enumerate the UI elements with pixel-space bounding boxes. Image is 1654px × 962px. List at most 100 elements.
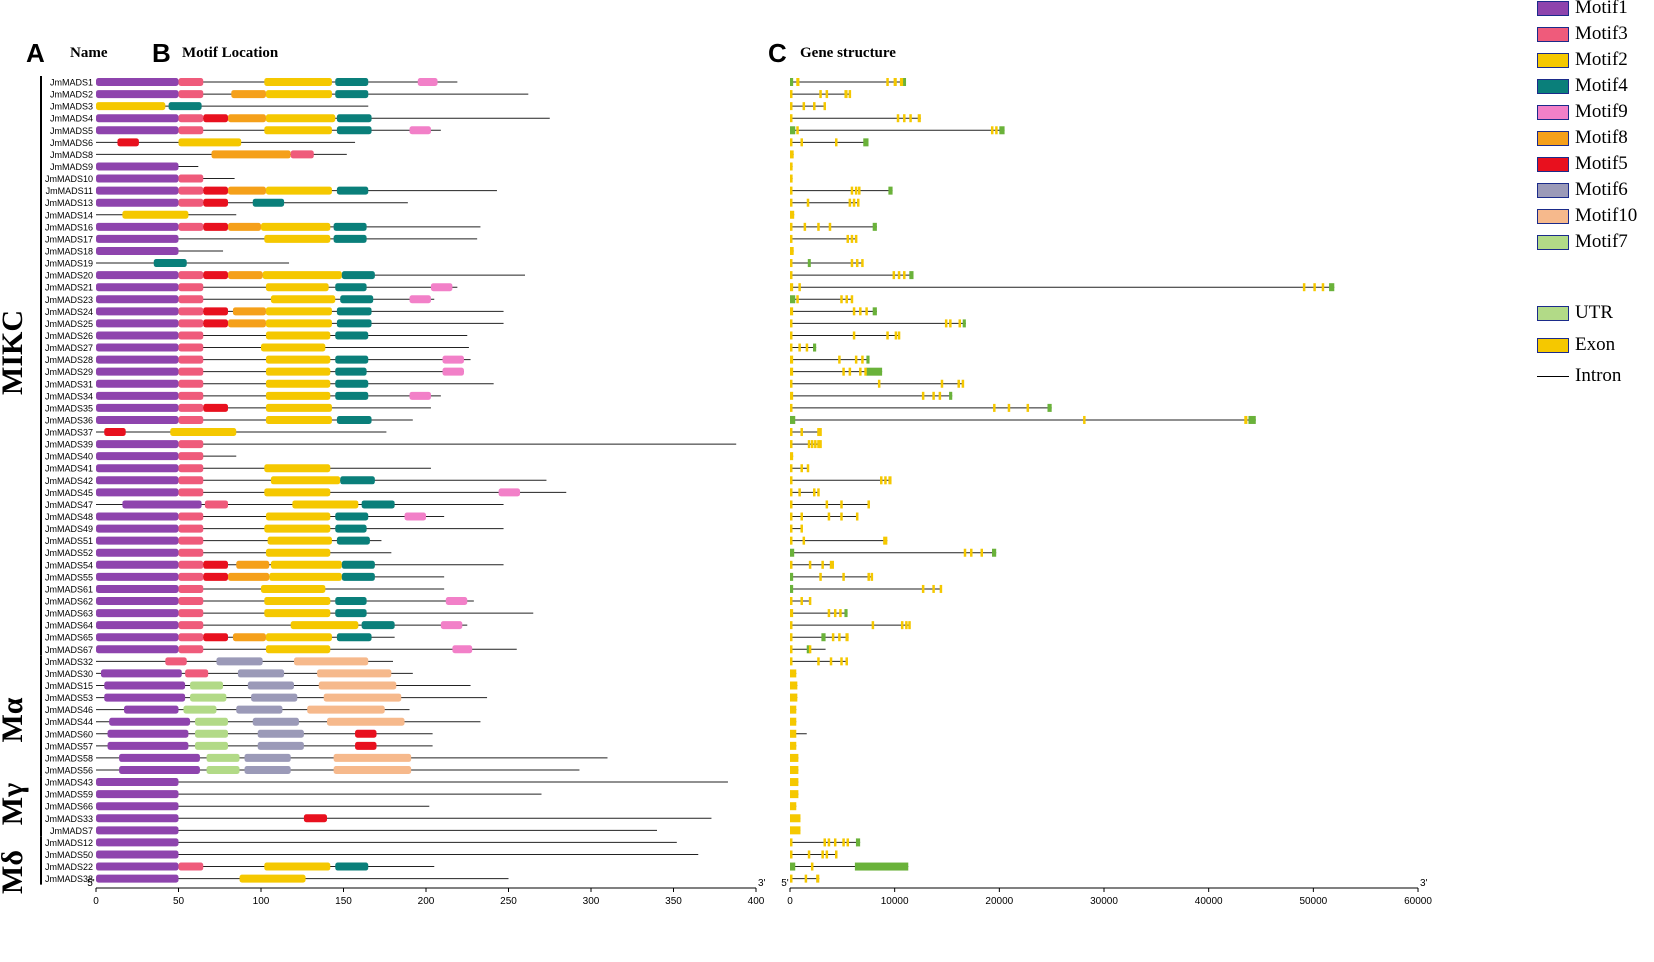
exon-box [790, 681, 798, 690]
gene-name-label: JmMADS35 [45, 403, 93, 413]
exon-box [790, 669, 797, 678]
motif1-box [104, 681, 186, 690]
exon-box [802, 536, 806, 545]
exon-box [790, 524, 793, 533]
motif3-box [178, 319, 204, 328]
gene-row [790, 790, 799, 799]
panel-a-letter: A [26, 38, 45, 68]
motif3-box [178, 597, 204, 606]
exon-box [790, 778, 799, 787]
exon-box [900, 621, 904, 630]
exon-box [990, 126, 994, 135]
exon-box [790, 476, 793, 485]
gene-row [790, 814, 801, 823]
exon-box [838, 355, 841, 364]
exon-box [800, 512, 803, 521]
motif3-box [178, 331, 204, 340]
gene-row [790, 621, 911, 630]
exon-box [970, 548, 973, 557]
motif5-box [203, 572, 228, 581]
exon-box [790, 319, 793, 328]
legend-swatch [1537, 52, 1569, 68]
motif-row [96, 355, 471, 364]
legend-swatch [1537, 104, 1569, 120]
motif-axis-tick-label: 100 [253, 896, 270, 907]
motif-row [96, 428, 387, 437]
motif6-box [236, 705, 283, 714]
motif2-box [261, 222, 331, 231]
motif-row [96, 307, 504, 316]
motif2-box [265, 283, 329, 292]
motif4-box [333, 222, 367, 231]
motif3-box [178, 609, 204, 618]
exon-box [827, 512, 831, 521]
motif4-box [336, 114, 372, 123]
legend-item-motif7: Motif7 [1537, 231, 1628, 253]
exon-box [790, 452, 794, 461]
exon-box [816, 874, 820, 883]
panel-b-letter: B [152, 38, 171, 68]
motif6-box [257, 741, 304, 750]
exon-box [806, 464, 810, 473]
legend-label: Motif8 [1575, 127, 1628, 148]
motif2-box [264, 524, 331, 533]
gene-name-label: JmMADS44 [45, 717, 93, 727]
gene-name-label: JmMADS20 [45, 271, 93, 281]
motif8-box [228, 114, 266, 123]
utr-box [866, 367, 883, 376]
legend-label: Motif3 [1575, 23, 1628, 44]
exon-box [897, 271, 901, 280]
motif7-box [183, 705, 217, 714]
motif4-box [335, 379, 369, 388]
motif-row [96, 234, 478, 243]
exon-box [803, 222, 807, 231]
motif3-box [178, 391, 204, 400]
gene-name-label: JmMADS14 [45, 210, 93, 220]
motif1-box [96, 790, 179, 799]
gene-name-label: JmMADS34 [45, 391, 93, 401]
legend-label: Exon [1575, 334, 1616, 355]
legend-swatch [1537, 305, 1569, 321]
motif1-box [96, 862, 179, 871]
motif3-box [178, 464, 204, 473]
motif1-box [96, 536, 179, 545]
exon-box [790, 114, 793, 123]
motif-row [96, 741, 433, 750]
motif1-box [96, 609, 179, 618]
motif-row [96, 826, 657, 835]
motif-row [96, 681, 471, 690]
exon-box [790, 874, 793, 883]
gene-name-label: JmMADS58 [45, 753, 93, 763]
gene-row [790, 319, 966, 328]
exon-box [852, 198, 856, 207]
motif9-box [404, 512, 426, 521]
exon-box [807, 850, 811, 859]
motif-row [96, 669, 413, 678]
motif4-box [335, 512, 369, 521]
gene-name-label: JmMADS18 [45, 246, 93, 256]
exon-box [790, 102, 793, 111]
motif1-box [96, 621, 179, 630]
motif5-box [355, 741, 377, 750]
motif-row [96, 319, 504, 328]
motif3-box [178, 488, 204, 497]
exon-box [796, 78, 800, 86]
legend-item-utr: UTR [1537, 302, 1613, 324]
gene-name-label: JmMADS46 [45, 705, 93, 715]
motif7-box [195, 741, 228, 750]
panel-c-title: Gene structure [800, 45, 896, 61]
gene-row [790, 428, 822, 437]
exon-box [883, 536, 888, 545]
exon-box [833, 609, 837, 618]
exon-box [790, 234, 793, 243]
gene-row [790, 198, 860, 207]
motif4-box [341, 271, 375, 280]
motif-row [96, 150, 347, 159]
motif7-box [190, 681, 224, 690]
utr-box [844, 609, 848, 618]
motif2-box [239, 874, 306, 883]
exon-box [1313, 283, 1316, 292]
exon-box [980, 548, 983, 557]
motif2-box [264, 609, 331, 618]
exon-box [827, 609, 831, 618]
